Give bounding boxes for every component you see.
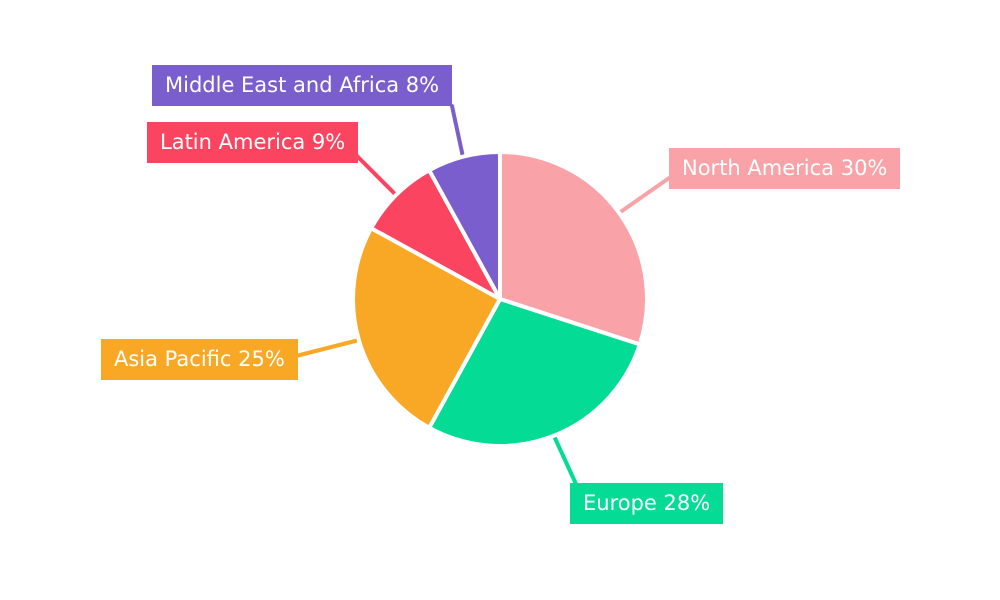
pie-slice-middle-east-and-africa (427, 150, 502, 301)
callout-label-asia-pacific: Asia Pacific 25% (101, 339, 298, 380)
pie-slice-asia-pacific (351, 226, 502, 430)
leader-line-middle-east-and-africa (450, 104, 465, 159)
callout-label-middle-east-and-africa: Middle East and Africa 8% (152, 65, 453, 106)
pie-slice-north-america (498, 150, 649, 347)
callout-label-north-america: North America 30% (669, 148, 901, 189)
leader-line-asia-pacific (294, 338, 361, 358)
leader-line-europe (552, 434, 578, 486)
leader-line-north-america (617, 174, 674, 215)
callout-label-latin-america: Latin America 9% (147, 122, 359, 163)
callout-label-europe: Europe 28% (570, 483, 724, 524)
